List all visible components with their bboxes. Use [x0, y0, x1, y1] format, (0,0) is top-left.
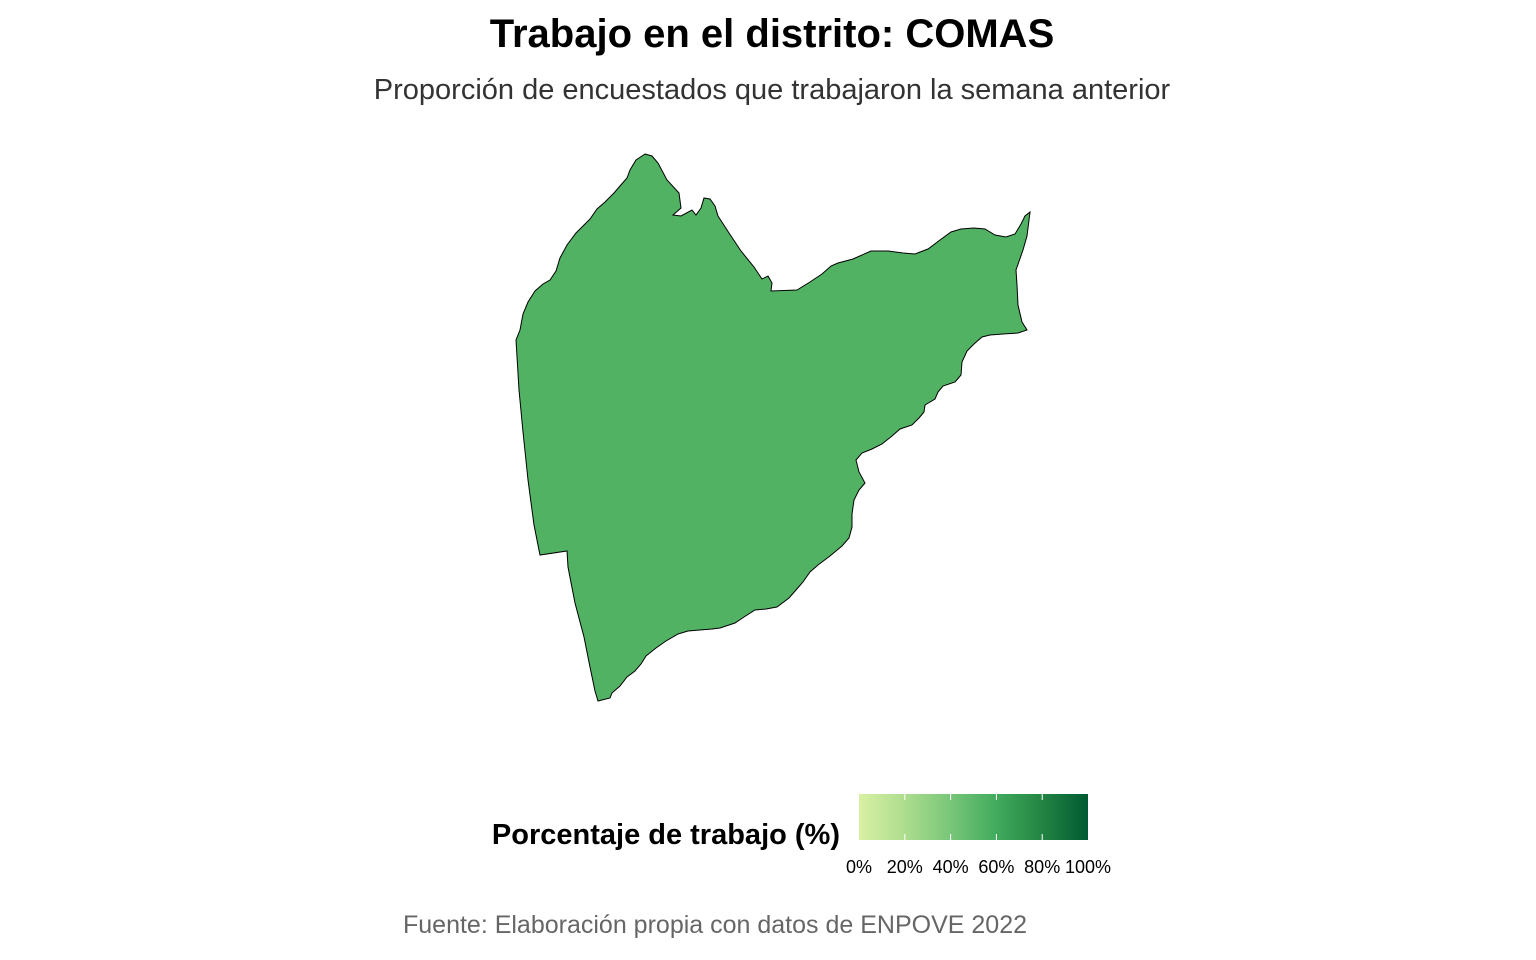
legend-tick-label: 40% [932, 857, 969, 877]
legend-tick-label: 100% [1064, 857, 1112, 877]
chart-subtitle: Proporción de encuestados que trabajaron… [373, 74, 1171, 106]
legend-tick-label: 80% [1024, 857, 1061, 877]
legend-title: Porcentaje de trabajo (%) [491, 819, 840, 851]
chart-title: Trabajo en el distrito: COMAS [489, 12, 1055, 56]
legend-tick-label: 0% [845, 857, 873, 877]
source-caption: Fuente: Elaboración propia con datos de … [402, 911, 1027, 939]
legend-tick-label: 20% [886, 857, 923, 877]
legend-tick-label: 60% [978, 857, 1015, 877]
district-polygon-comas [515, 153, 1031, 702]
legend-colorbar [859, 794, 1088, 840]
